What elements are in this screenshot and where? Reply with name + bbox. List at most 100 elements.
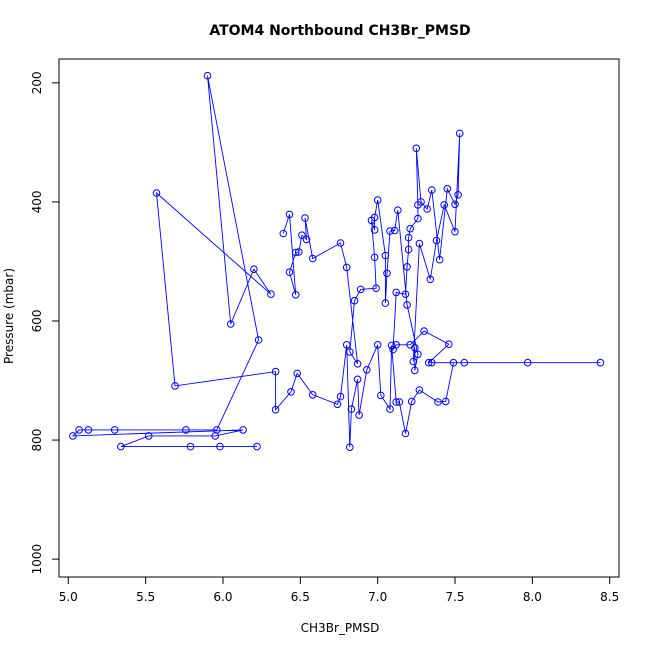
data-point (451, 200, 459, 209)
data-point (523, 358, 532, 367)
y-tick-label: 200 (30, 71, 44, 94)
data-point (440, 201, 449, 209)
data-point (387, 341, 396, 350)
data-point (390, 226, 399, 235)
data-point (117, 442, 125, 451)
data-point (253, 442, 261, 451)
data-point (295, 248, 303, 256)
data-point (291, 248, 300, 257)
data-point (451, 227, 459, 236)
data-point (84, 426, 93, 434)
data-point (428, 358, 436, 367)
data-point (372, 284, 380, 293)
data-point (404, 233, 413, 242)
y-tick-label: 1000 (30, 544, 44, 575)
data-point (394, 206, 402, 214)
data-point (455, 129, 464, 138)
data-point (407, 397, 416, 406)
data-point (412, 144, 421, 153)
series-lines (71, 75, 601, 448)
data-point (435, 255, 444, 264)
data-point (279, 229, 288, 238)
data-point (411, 344, 419, 352)
data-point (445, 340, 453, 349)
data-point (152, 189, 161, 197)
data-point (182, 426, 190, 434)
data-point (434, 398, 442, 406)
data-point (392, 398, 401, 406)
x-tick-label: 7.0 (368, 590, 387, 604)
data-point (404, 245, 413, 254)
data-point (298, 231, 306, 239)
data-point (203, 71, 212, 80)
x-tick-label: 5.0 (59, 590, 78, 604)
data-point (367, 216, 376, 225)
y-tick-label: 800 (30, 429, 44, 452)
data-point (226, 320, 235, 328)
data-point (406, 224, 415, 233)
data-point (386, 227, 394, 235)
data-point (171, 382, 179, 390)
data-point (373, 196, 382, 204)
data-point (426, 275, 435, 284)
data-point (291, 291, 300, 299)
data-point (423, 205, 432, 213)
data-point (336, 239, 345, 247)
data-point (353, 360, 362, 368)
data-point (443, 185, 452, 193)
data-point (395, 398, 404, 406)
data-point (428, 186, 436, 194)
data-point (415, 386, 424, 394)
data-point (271, 367, 280, 376)
data-point (460, 358, 469, 367)
data-point (596, 358, 605, 367)
plot-area (58, 58, 620, 578)
x-tick-label: 6.0 (213, 590, 232, 604)
data-point (381, 299, 390, 307)
data-point (110, 426, 119, 434)
data-point (186, 442, 195, 451)
data-point (356, 285, 365, 294)
data-point (336, 392, 345, 401)
data-point (333, 400, 342, 409)
x-axis-label: CH3Br_PMSD (301, 621, 380, 635)
y-axis: 200 400 600 800 1000 (30, 71, 60, 575)
data-point (271, 405, 280, 414)
data-point (285, 268, 294, 277)
data-point (342, 263, 351, 272)
data-point (239, 426, 247, 434)
data-point (381, 251, 390, 260)
data-point (414, 350, 422, 359)
data-point (308, 254, 317, 263)
data-point (409, 357, 418, 366)
data-point (301, 214, 309, 222)
data-point (350, 296, 359, 305)
data-point (401, 290, 410, 299)
data-point (69, 432, 77, 440)
data-point (346, 348, 354, 356)
data-point (370, 226, 379, 234)
data-point (432, 236, 441, 245)
data-point (254, 336, 263, 344)
data-point (386, 405, 394, 413)
data-point (213, 426, 221, 434)
data-point (389, 345, 397, 354)
data-point (287, 388, 295, 396)
data-point (216, 442, 224, 451)
x-axis: 5.0 5.5 6.0 6.5 7.0 7.5 8.0 8.5 (59, 576, 619, 604)
series-line (71, 75, 601, 448)
data-point (401, 429, 410, 438)
y-tick-label: 400 (30, 190, 44, 213)
y-tick-label: 600 (30, 310, 44, 333)
series-points (69, 71, 605, 452)
data-point (347, 405, 356, 413)
data-point (377, 391, 385, 400)
x-tick-label: 6.5 (291, 590, 310, 604)
data-point (417, 198, 425, 206)
data-point (415, 239, 424, 248)
data-point (403, 263, 411, 271)
data-point (302, 235, 311, 244)
data-point (346, 443, 354, 452)
x-tick-label: 8.5 (600, 590, 619, 604)
